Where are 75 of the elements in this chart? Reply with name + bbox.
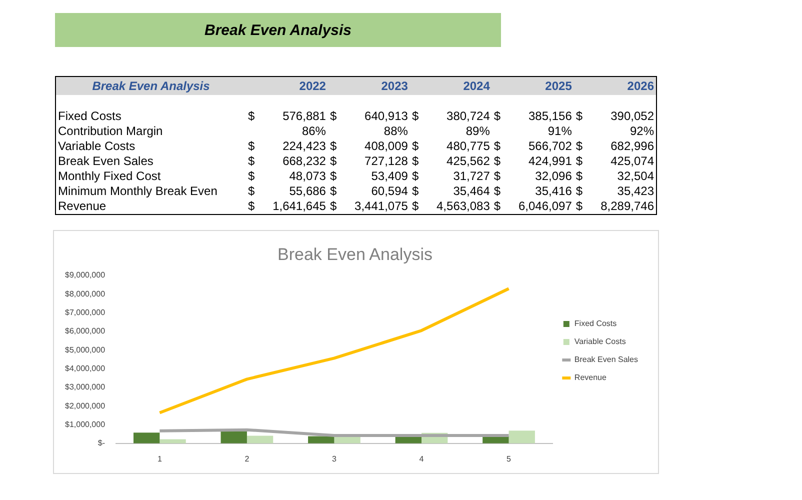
x-tick-label: 2024: [462, 78, 491, 94]
data-label: $ 8,289,746: [574, 198, 655, 214]
y-tick-label: $6,000,000: [64, 326, 106, 336]
y-tick-label: Revenue: [57, 198, 108, 214]
y-tick-label: $2,000,000: [64, 401, 106, 410]
data-label: $ 668,232: [247, 154, 327, 168]
data-label: $ 566,702: [492, 138, 573, 154]
x-tick-label: 2025: [544, 78, 573, 94]
data-label: 91%: [546, 124, 573, 138]
data-label: $ 408,009: [328, 138, 409, 154]
bar: [220, 431, 247, 444]
data-label: $ 35,416: [492, 184, 573, 198]
data-label: $ 682,996: [574, 138, 655, 154]
data-label: $ 727,128: [328, 154, 409, 168]
y-tick-label: $4,000,000: [64, 364, 106, 373]
y-tick-label: Break Even Sales: [57, 154, 154, 168]
data-label: $ 480,775: [410, 138, 491, 154]
data-label: $ 6,046,097: [492, 198, 573, 214]
data-label: $ 424,991: [492, 154, 573, 168]
bar: [246, 436, 274, 444]
data-label: 92%: [628, 124, 655, 138]
bar: [133, 432, 160, 444]
bar: [308, 436, 334, 444]
x-tick-label: 2026: [626, 78, 655, 94]
data-label: $ 380,724: [410, 108, 491, 124]
y-tick-label: $-: [98, 438, 106, 448]
y-tick-label: $9,000,000: [64, 270, 106, 280]
y-tick-label: Variable Costs: [57, 138, 136, 154]
data-label: $ 35,423: [574, 184, 655, 198]
y-tick-label: Fixed Costs: [57, 108, 122, 124]
y-tick-label: $3,000,000: [64, 382, 106, 392]
data-label: $ 576,881: [247, 108, 327, 124]
legend-label: Break Even Sales: [574, 355, 638, 364]
data-label: 88%: [382, 124, 409, 138]
bar: [160, 439, 186, 444]
data-label: 89%: [464, 124, 491, 138]
data-label: 86%: [300, 124, 327, 138]
data-label: $ 48,073: [247, 168, 327, 184]
x-tick-label: 3: [332, 454, 337, 464]
y-tick-label: Monthly Fixed Cost: [57, 168, 162, 184]
data-label: $ 55,686: [247, 184, 327, 198]
bar: [508, 430, 535, 444]
data-label: $ 425,074: [574, 154, 655, 168]
text: Break Even Analysis: [92, 78, 210, 93]
legend-label: Revenue: [574, 373, 607, 382]
legend-label: Fixed Costs: [574, 319, 617, 328]
data-label: $ 1,641,645: [247, 198, 327, 214]
x-tick-label: 1: [157, 454, 162, 464]
data-label: $ 224,423: [247, 138, 327, 154]
legend-label: Variable Costs: [574, 337, 626, 346]
data-label: $ 385,156: [492, 108, 573, 124]
y-tick-label: $8,000,000: [64, 289, 106, 298]
data-label: $ 35,464: [410, 184, 491, 198]
data-label: $ 4,563,083: [410, 198, 491, 214]
y-tick-label: $1,000,000: [64, 420, 106, 429]
chart-title: Break Even Analysis: [55, 13, 501, 47]
y-tick-label: $7,000,000: [64, 308, 106, 317]
x-tick-label: 2: [244, 454, 250, 464]
data-label: $ 425,562: [410, 154, 491, 168]
x-tick-label: 2023: [380, 78, 409, 94]
data-label: $ 53,409: [328, 168, 409, 184]
x-tick-label: 4: [419, 454, 424, 464]
x-tick-label: 5: [506, 454, 512, 464]
data-label: $ 31,727: [410, 168, 491, 184]
data-label: $ 640,913: [328, 108, 409, 124]
data-label: $ 3,441,075: [328, 198, 409, 214]
data-label: $ 60,594: [328, 184, 409, 198]
x-tick-label: 2022: [298, 78, 327, 94]
data-label: $ 32,504: [574, 168, 655, 184]
data-label: $ 390,052: [574, 108, 655, 124]
y-tick-label: $5,000,000: [64, 345, 106, 354]
data-label: $ 32,096: [492, 168, 573, 184]
y-tick-label: Contribution Margin: [57, 124, 164, 138]
y-tick-label: Minimum Monthly Break Even: [57, 184, 218, 198]
chart-title: Break Even Analysis: [278, 244, 432, 264]
